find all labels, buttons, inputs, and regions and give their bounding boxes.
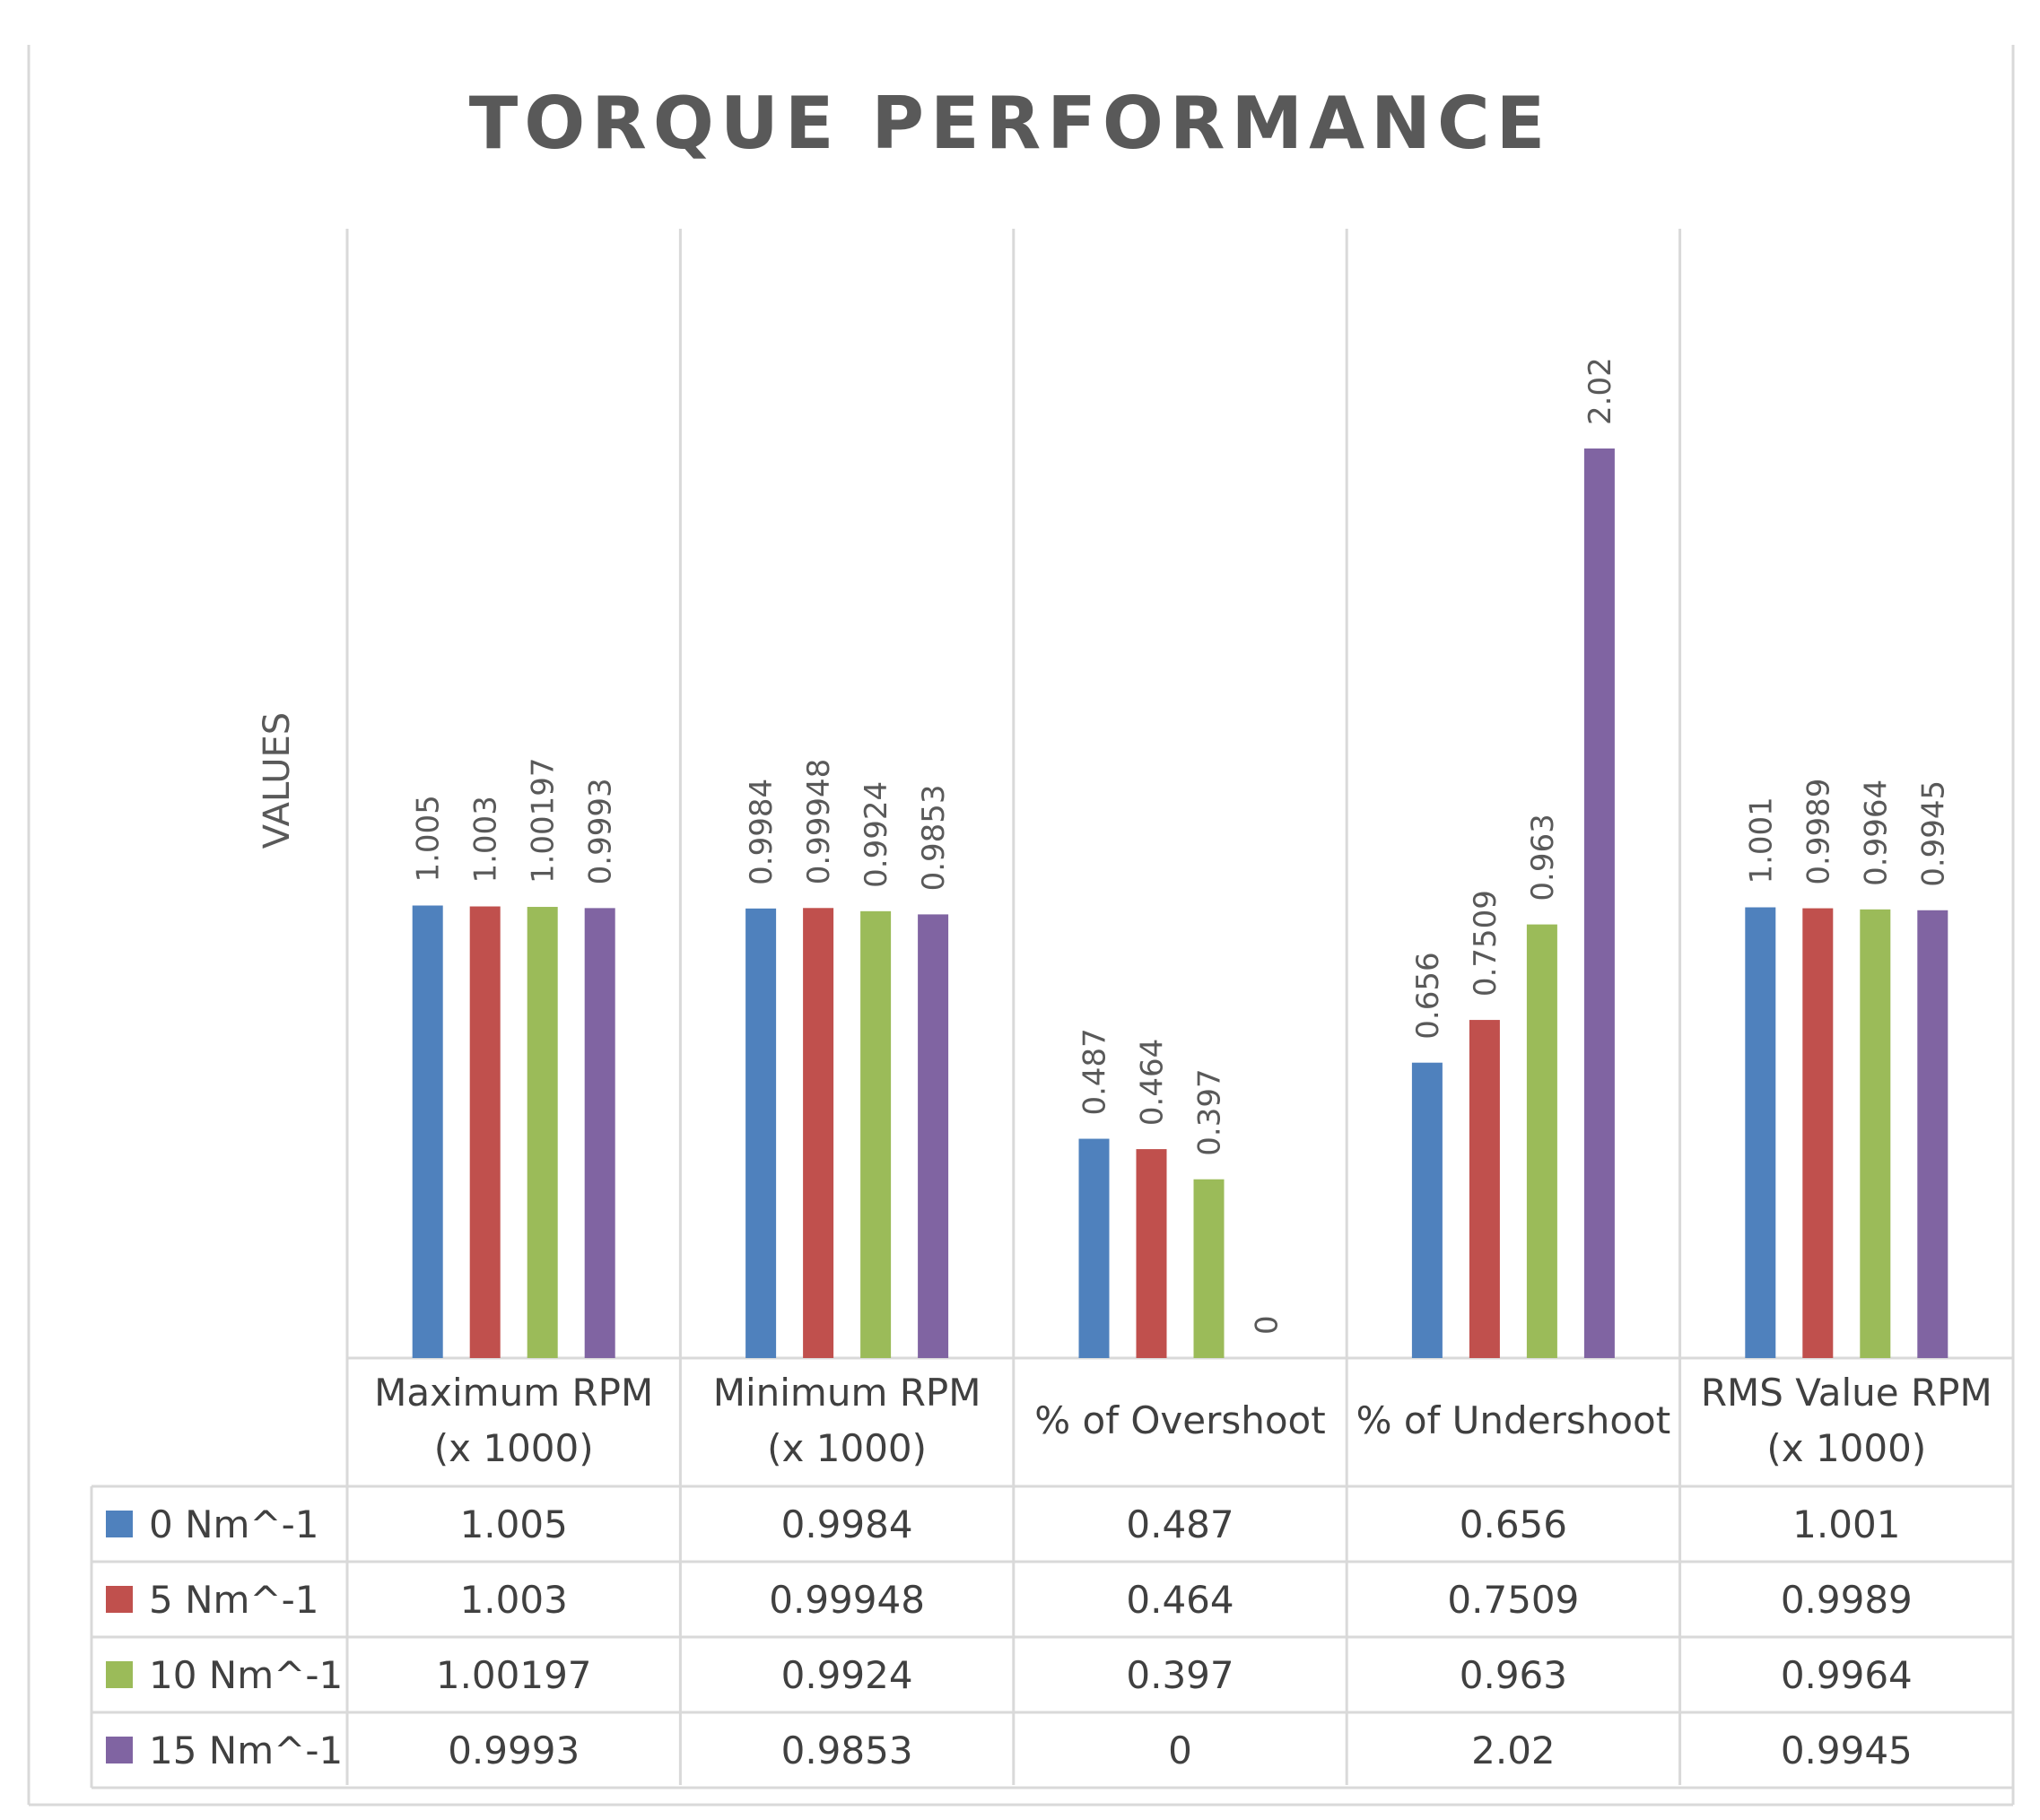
legend-swatch — [106, 1661, 133, 1688]
bar — [1193, 1179, 1225, 1358]
category-label: (x 1000) — [1766, 1426, 1926, 1470]
legend-series-name: 5 Nm^-1 — [149, 1578, 318, 1622]
bar — [1469, 1020, 1500, 1358]
bar — [1860, 909, 1891, 1358]
bar — [1078, 1138, 1110, 1358]
data-label: 0.9993 — [583, 778, 619, 884]
bar — [1745, 907, 1776, 1358]
bar — [469, 906, 501, 1358]
table-cell: 0 — [1168, 1729, 1192, 1772]
table-cell: 0.397 — [1126, 1653, 1234, 1697]
bars-layer — [412, 448, 1948, 1358]
table-cell: 0.7509 — [1447, 1578, 1579, 1622]
data-label: 0.963 — [1525, 814, 1561, 901]
category-label: (x 1000) — [767, 1426, 927, 1470]
data-label: 0.9989 — [1800, 779, 1836, 885]
legend-series-name: 15 Nm^-1 — [149, 1729, 343, 1772]
data-label: 0.397 — [1192, 1068, 1228, 1155]
legend-series-name: 10 Nm^-1 — [149, 1653, 343, 1697]
data-label: 0.9945 — [1915, 780, 1951, 887]
bar — [860, 910, 892, 1358]
bar — [1802, 908, 1834, 1358]
data-label: 0.464 — [1135, 1039, 1171, 1126]
table-cell: 0.9924 — [781, 1653, 913, 1697]
table-cell: 0.99948 — [769, 1578, 925, 1622]
data-labels-layer: 1.005 0.9984 0.487 0.656 1.001 1.003 0.99948 0.… — [411, 357, 1952, 1335]
category-label: Maximum RPM — [374, 1371, 653, 1415]
data-label: 0.656 — [1410, 952, 1446, 1039]
y-axis-label: VALUES — [257, 712, 298, 849]
table-cell: 0.9853 — [781, 1729, 913, 1772]
bar — [527, 907, 558, 1358]
category-label: (x 1000) — [434, 1426, 594, 1470]
table-cell: 0.487 — [1126, 1502, 1234, 1546]
table-cell: 1.003 — [460, 1578, 568, 1622]
bar — [1583, 448, 1615, 1358]
table-cell: 1.00197 — [436, 1653, 592, 1697]
table-cell: 1.005 — [460, 1502, 568, 1546]
chart-title: TORQUE PERFORMANCE — [469, 82, 1552, 165]
bar — [584, 908, 615, 1358]
data-label: 0.9924 — [859, 781, 894, 888]
table-cell: 0.9989 — [1781, 1578, 1913, 1622]
category-label: % of Undershoot — [1356, 1398, 1671, 1442]
bar — [918, 914, 949, 1358]
table-cell: 0.464 — [1126, 1578, 1234, 1622]
data-label: 0 — [1250, 1315, 1286, 1335]
table-cell: 0.9984 — [781, 1502, 913, 1546]
table-cell: 0.9964 — [1781, 1653, 1913, 1697]
data-label: 0.99948 — [801, 759, 837, 885]
bar — [1411, 1062, 1443, 1358]
data-label: 2.02 — [1582, 357, 1618, 425]
legend-series-name: 0 Nm^-1 — [149, 1502, 318, 1546]
table-cell: 0.9993 — [448, 1729, 580, 1772]
data-label: 1.001 — [1743, 797, 1779, 884]
category-label: Minimum RPM — [713, 1371, 981, 1415]
category-label: % of Overshoot — [1034, 1398, 1325, 1442]
table-cell: 0.656 — [1460, 1502, 1567, 1546]
data-label: 1.003 — [468, 796, 504, 883]
category-labels-layer: Maximum RPM (x 1000) Minimum RPM (x 1000) % … — [374, 1371, 1992, 1470]
data-label: 0.487 — [1077, 1028, 1113, 1115]
data-label: 0.7509 — [1468, 890, 1504, 997]
data-label: 0.9984 — [744, 779, 780, 885]
table-cell: 2.02 — [1471, 1729, 1556, 1772]
data-label: 0.9964 — [1858, 779, 1894, 886]
bar — [1136, 1149, 1167, 1358]
table-cell: 0.9945 — [1781, 1729, 1913, 1772]
data-table: 0 Nm^-1 1.005 0.9984 0.487 0.656 1.001 5 Nm^-1… — [90, 1485, 2013, 1790]
category-dividers — [345, 229, 2015, 1785]
legend-swatch — [106, 1586, 133, 1613]
bar — [1917, 910, 1948, 1358]
legend-swatch — [106, 1511, 133, 1537]
table-cell: 0.963 — [1460, 1653, 1567, 1697]
category-label: RMS Value RPM — [1701, 1371, 1992, 1415]
bar — [1526, 924, 1557, 1358]
data-label: 1.005 — [411, 795, 447, 882]
bar — [745, 908, 777, 1358]
legend-swatch — [106, 1737, 133, 1763]
data-label: 1.00197 — [526, 757, 562, 884]
data-label: 0.9853 — [916, 784, 952, 891]
bar — [803, 908, 834, 1358]
table-cell: 1.001 — [1792, 1502, 1900, 1546]
bar — [412, 905, 443, 1358]
